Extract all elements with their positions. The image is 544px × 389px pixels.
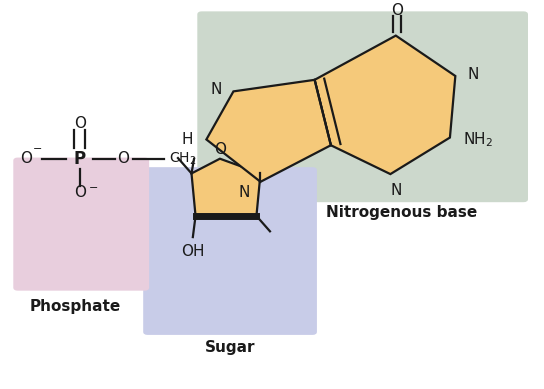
FancyBboxPatch shape: [13, 158, 149, 291]
Text: NH$_2$: NH$_2$: [463, 130, 493, 149]
Text: N: N: [238, 185, 250, 200]
Text: O: O: [20, 151, 32, 166]
Text: Nitrogenous base: Nitrogenous base: [326, 205, 477, 220]
Text: −: −: [89, 182, 98, 193]
Text: O: O: [214, 142, 226, 157]
Text: Phosphate: Phosphate: [29, 299, 120, 314]
Text: Sugar: Sugar: [205, 340, 255, 354]
Text: H: H: [181, 132, 193, 147]
FancyBboxPatch shape: [143, 167, 317, 335]
Text: −: −: [33, 144, 42, 154]
Text: P: P: [74, 150, 86, 168]
Text: O: O: [74, 116, 86, 131]
FancyBboxPatch shape: [197, 11, 528, 202]
Text: N: N: [467, 67, 479, 82]
Text: O: O: [74, 185, 86, 200]
Text: O: O: [117, 151, 129, 166]
Text: O: O: [392, 3, 404, 18]
Text: N: N: [390, 182, 401, 198]
Polygon shape: [191, 159, 261, 216]
Polygon shape: [314, 36, 455, 174]
Text: OH: OH: [181, 244, 205, 259]
Text: CH$_2$: CH$_2$: [169, 151, 196, 167]
Text: N: N: [210, 82, 221, 97]
Polygon shape: [206, 80, 331, 182]
